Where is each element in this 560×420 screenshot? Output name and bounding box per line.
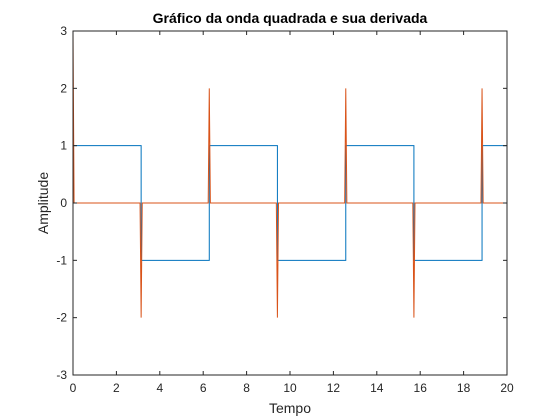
chart-title: Gráfico da onda quadrada e sua derivada: [153, 10, 428, 26]
y-tick-label: -1: [56, 253, 67, 267]
x-tick-label: 2: [113, 381, 120, 395]
series-layer: [72, 30, 507, 318]
x-tick-label: 18: [457, 381, 471, 395]
y-tick-label: 0: [60, 196, 67, 210]
x-tick-label: 6: [200, 381, 207, 395]
x-tick-label: 0: [70, 381, 77, 395]
series-line-2: [72, 30, 507, 318]
x-axis-label: Tempo: [269, 400, 311, 416]
y-tick-label: 3: [60, 24, 67, 38]
y-tick-label: 1: [60, 139, 67, 153]
y-tick-label: -3: [56, 368, 67, 382]
x-tick-label: 16: [414, 381, 428, 395]
x-tick-label: 12: [327, 381, 341, 395]
x-tick-label: 10: [283, 381, 297, 395]
series-line-1: [73, 145, 507, 261]
x-tick-label: 8: [243, 381, 250, 395]
y-axis-label: Amplitude: [35, 172, 51, 234]
x-tick-label: 20: [500, 381, 514, 395]
x-tick-label: 4: [156, 381, 163, 395]
x-tick-label: 14: [370, 381, 384, 395]
y-tick-label: 2: [60, 81, 67, 95]
y-tick-label: -2: [56, 311, 67, 325]
